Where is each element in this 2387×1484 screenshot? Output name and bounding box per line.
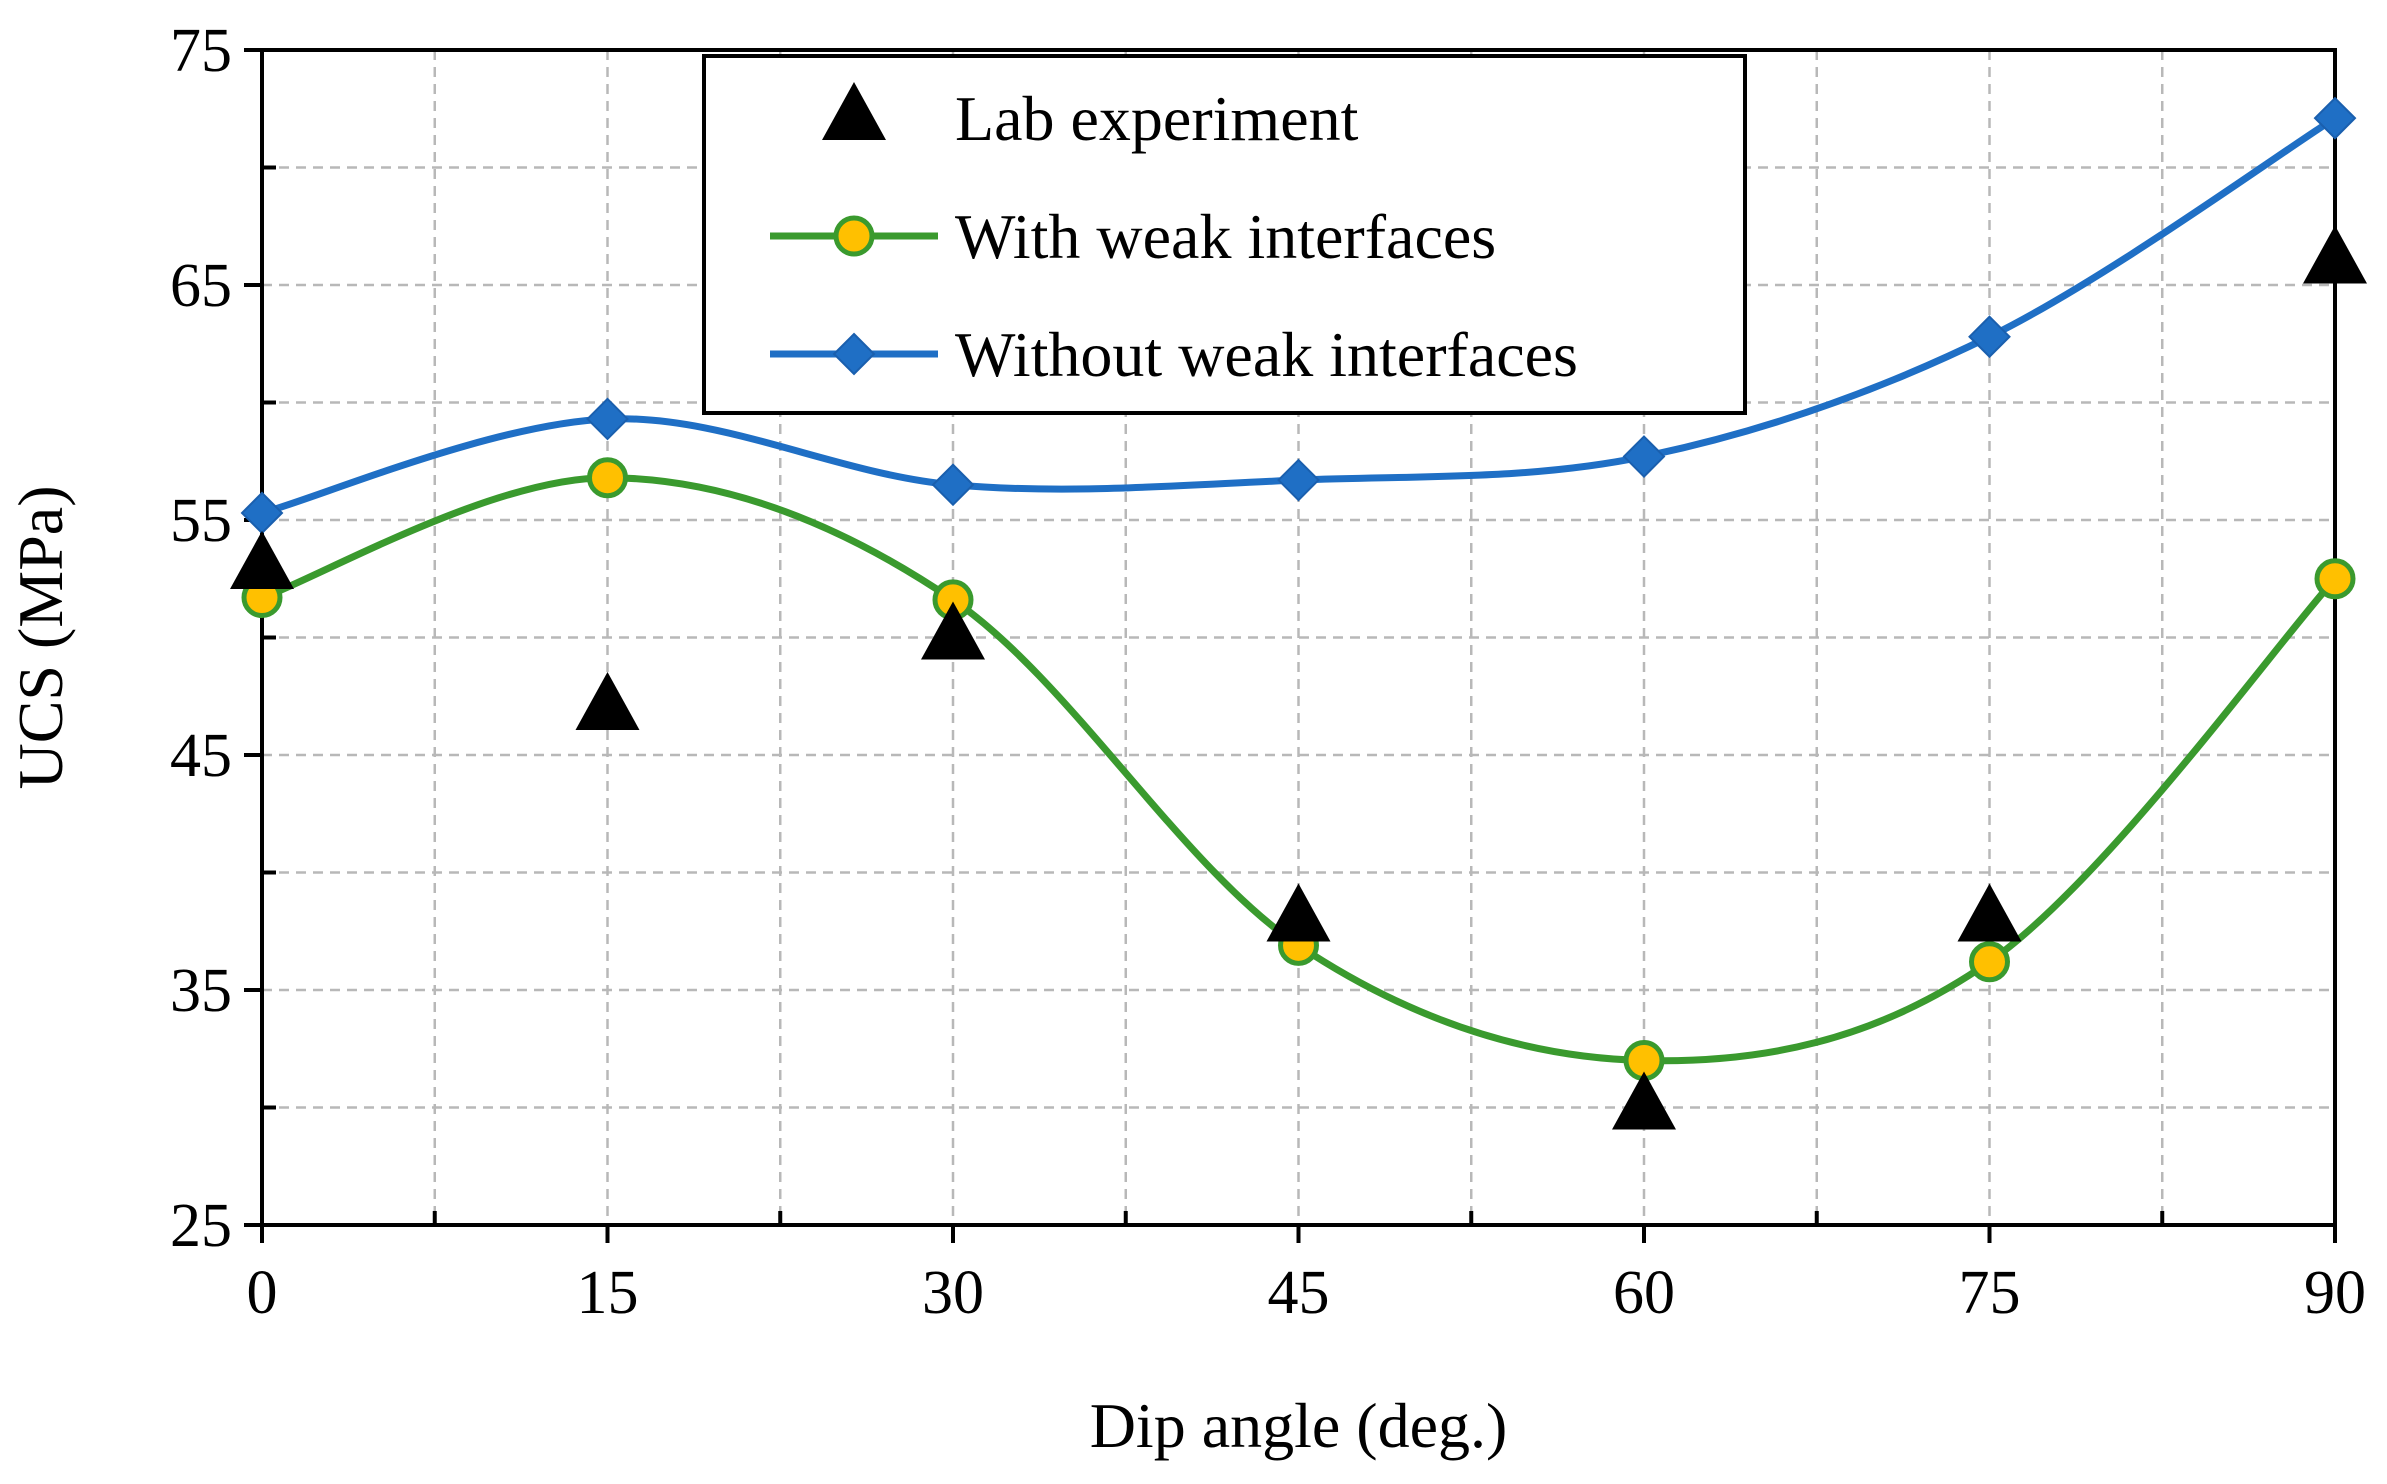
x-tick-label: 60 <box>1613 1259 1675 1327</box>
tick-labels: 0 15 30 45 60 75 90 25 35 45 55 65 75 <box>170 17 2366 1327</box>
x-tick-label: 0 <box>247 1259 278 1327</box>
data-point-with-weak-interfaces <box>1969 941 2010 983</box>
y-tick-label: 55 <box>170 487 232 555</box>
data-point-lab-experiment <box>575 672 640 730</box>
legend-label-without-weak-interfaces: Without weak interfaces <box>955 319 1578 390</box>
data-point-without-weak-interfaces <box>2313 96 2357 140</box>
data-point-lab-experiment <box>1266 883 1331 942</box>
legend-marker-lab-experiment <box>822 82 886 140</box>
data-point-without-weak-interfaces <box>1622 435 1666 478</box>
y-tick-label: 35 <box>170 957 232 1025</box>
x-tick-label: 15 <box>577 1259 639 1327</box>
data-point-without-weak-interfaces <box>586 397 629 441</box>
x-tick-label: 30 <box>922 1259 984 1327</box>
data-point-lab-experiment <box>2303 225 2367 284</box>
x-tick-label: 75 <box>1959 1259 2021 1327</box>
legend-marker-with-weak-interfaces <box>833 215 875 257</box>
x-tick-label: 45 <box>1268 1259 1330 1327</box>
data-point-without-weak-interfaces <box>1968 315 2011 359</box>
data-point-lab-experiment <box>1957 883 2022 942</box>
legend: Lab experiment With weak interfaces Withou… <box>702 54 1747 415</box>
data-point-with-weak-interfaces <box>587 457 628 499</box>
y-tick-label: 75 <box>170 17 232 85</box>
x-tick-label: 90 <box>2304 1259 2366 1327</box>
legend-marker-without-weak-interfaces <box>832 332 876 376</box>
data-point-without-weak-interfaces <box>240 491 284 535</box>
data-point-lab-experiment <box>921 601 985 660</box>
y-tick-label: 65 <box>170 252 232 320</box>
data-point-without-weak-interfaces <box>931 463 975 507</box>
y-axis-title: UCS (MPa) <box>5 485 76 789</box>
data-point-with-weak-interfaces <box>2314 558 2356 600</box>
axis-ticks <box>244 48 2337 1243</box>
legend-label-lab-experiment: Lab experiment <box>955 83 1359 154</box>
x-axis-title: Dip angle (deg.) <box>1090 1390 1508 1461</box>
y-tick-label: 45 <box>170 722 232 790</box>
y-tick-label: 25 <box>170 1192 232 1260</box>
data-point-lab-experiment <box>1612 1071 1676 1130</box>
legend-label-with-weak-interfaces: With weak interfaces <box>955 201 1496 272</box>
series-markers <box>230 96 2367 1130</box>
data-point-without-weak-interfaces <box>1277 458 1320 502</box>
data-point-lab-experiment <box>230 531 294 589</box>
